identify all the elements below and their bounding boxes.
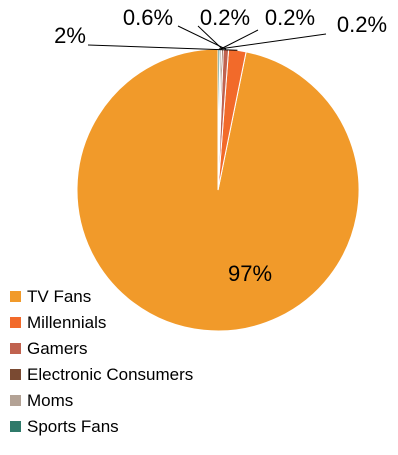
legend-label-millennials: Millennials bbox=[27, 313, 106, 332]
legend-swatch-sports-fans bbox=[10, 421, 21, 432]
legend-label-gamers: Gamers bbox=[27, 339, 87, 358]
label-leader-lines bbox=[87, 25, 327, 51]
legend: TV Fans Millennials Gamers Electronic Consu… bbox=[10, 287, 193, 436]
legend-label-electronic-consumers: Electronic Consumers bbox=[27, 365, 193, 384]
legend-label-sports-fans: Sports Fans bbox=[27, 417, 119, 436]
legend-swatch-millennials bbox=[10, 317, 21, 328]
data-label-tv-fans: 97% bbox=[228, 261, 272, 286]
data-label-sports-fans: 0.2% bbox=[337, 12, 387, 37]
legend-label-moms: Moms bbox=[27, 391, 73, 410]
leader-line-electronic-consumers bbox=[197, 25, 223, 50]
leader-line-sports-fans bbox=[218, 33, 327, 50]
data-label-millennials: 2% bbox=[54, 23, 86, 48]
legend-swatch-gamers bbox=[10, 343, 21, 354]
legend-swatch-tv-fans bbox=[10, 291, 21, 302]
data-label-gamers: 0.6% bbox=[123, 5, 173, 30]
data-label-electronic-consumers: 0.2% bbox=[200, 5, 250, 30]
legend-swatch-moms bbox=[10, 395, 21, 406]
legend-label-tv-fans: TV Fans bbox=[27, 287, 91, 306]
pie-slices bbox=[76, 48, 360, 332]
legend-swatch-electronic-consumers bbox=[10, 369, 21, 380]
data-labels: 97% 2% 0.6% 0.2% 0.2% 0.2% bbox=[54, 5, 387, 286]
leader-line-millennials bbox=[87, 44, 238, 51]
data-label-moms: 0.2% bbox=[265, 5, 315, 30]
leader-line-moms bbox=[220, 29, 259, 50]
